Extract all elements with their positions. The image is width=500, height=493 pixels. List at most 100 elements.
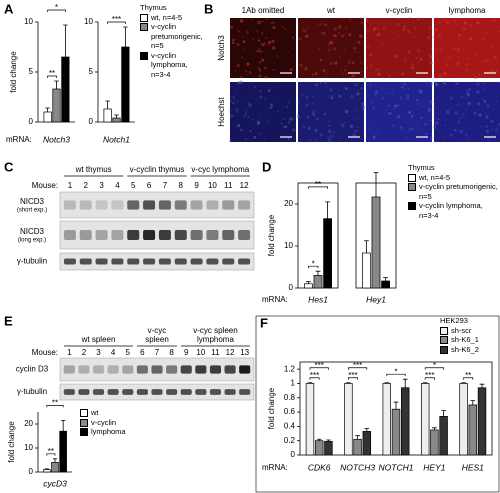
micrograph-speckle [329, 41, 332, 44]
micrograph-speckle [258, 132, 261, 135]
lane-number: 4 [111, 348, 116, 357]
lane-number: 1 [67, 348, 72, 357]
micrograph-speckle [424, 122, 428, 126]
micrograph-speckle [374, 93, 377, 96]
micrograph-speckle [406, 97, 410, 100]
micrograph-speckle [265, 115, 268, 117]
bar [371, 196, 381, 289]
micrograph-speckle [270, 87, 272, 89]
micrograph-speckle [449, 108, 451, 110]
micrograph-speckle [497, 123, 500, 126]
blot-band [122, 389, 134, 395]
micrograph-speckle [259, 90, 262, 93]
micrograph-speckle [248, 103, 252, 107]
micrograph-speckle [452, 47, 456, 51]
micrograph-speckle [462, 27, 466, 31]
micrograph-speckle [350, 94, 354, 99]
error-bar [470, 400, 476, 405]
micrograph-speckle [361, 70, 363, 73]
micrograph-speckle [453, 20, 457, 23]
micrograph-speckle [477, 102, 480, 105]
significance-label: * [394, 367, 397, 376]
micrograph-speckle [432, 125, 437, 130]
micrograph-speckle [288, 51, 290, 53]
micrograph-speckle [403, 25, 406, 29]
micrograph-speckle [292, 128, 296, 132]
micrograph-speckle [478, 103, 480, 106]
panel-label: C [4, 159, 14, 174]
error-bar [383, 277, 389, 281]
x-tick-label: cycD3 [43, 478, 67, 488]
blot-band [111, 229, 124, 241]
micrograph-speckle [403, 88, 406, 91]
micrograph-speckle [442, 71, 447, 76]
lane-number: 5 [126, 348, 131, 357]
micrograph-speckle [270, 103, 273, 106]
legend-label: sh-K6_2 [451, 344, 479, 354]
micrograph-speckle [387, 104, 390, 107]
legend-entry: wt, n=4-5 [408, 173, 498, 183]
micrograph-speckle [344, 121, 346, 124]
micrograph-speckle [327, 43, 331, 46]
blot-band [158, 229, 171, 241]
micrograph-speckle [355, 117, 357, 120]
micrograph-speckle [460, 104, 462, 107]
micrograph-speckle [462, 116, 464, 118]
micrograph-speckle [304, 35, 308, 38]
micrograph-speckle [484, 113, 486, 115]
micrograph-speckle [243, 114, 247, 118]
blot-strip [59, 252, 255, 271]
micrograph-speckle [482, 88, 485, 91]
lane-number: 11 [211, 348, 220, 357]
blot-band [79, 229, 92, 241]
micrograph-speckle [361, 27, 364, 30]
micrograph-speckle [338, 94, 342, 98]
micrograph-speckle [443, 136, 445, 138]
micrograph-speckle [272, 21, 275, 24]
lane-number: 13 [240, 348, 249, 357]
error-bar [325, 201, 331, 219]
micrograph-speckle [352, 133, 356, 137]
x-tick-label: Hey1 [366, 294, 386, 304]
micrograph-speckle [410, 65, 415, 70]
micrograph-speckle [376, 72, 380, 76]
legend-swatch [408, 173, 416, 182]
significance-label: ** [52, 399, 58, 408]
micrograph-speckle [433, 116, 436, 120]
micrograph-speckle [256, 120, 261, 124]
blot-band [127, 258, 140, 265]
significance-bracket [463, 377, 474, 380]
micrograph-speckle [312, 95, 315, 98]
micrograph-speckle [237, 124, 241, 127]
significance-bracket [309, 377, 320, 380]
micrograph-speckle [341, 72, 344, 75]
blot-band [127, 200, 140, 210]
error-bar [363, 240, 369, 253]
micrograph-speckle [345, 73, 348, 75]
micrograph-speckle [337, 32, 341, 35]
micrograph-speckle [399, 126, 403, 129]
micrograph-speckle [349, 18, 352, 21]
micrograph-speckle [473, 75, 477, 80]
legend-entry: wt [80, 408, 150, 418]
micrograph-speckle [307, 126, 311, 130]
micrograph-speckle [348, 33, 352, 37]
micrograph-speckle [240, 19, 242, 21]
micrograph-speckle [258, 69, 262, 72]
micrograph-speckle [318, 47, 321, 50]
micrograph-speckle [324, 113, 327, 116]
lane-number: 7 [155, 348, 160, 357]
y-tick-label: 1.2 [284, 364, 296, 373]
y-tick-label: 0 [29, 117, 34, 126]
lane-number: 8 [169, 348, 174, 357]
error-bar [61, 420, 66, 432]
legend-swatch [140, 13, 148, 22]
micrograph-speckle [296, 115, 300, 119]
blot-band [63, 389, 75, 395]
micrograph-speckle [389, 112, 393, 116]
blot-band [95, 229, 108, 241]
micrograph-speckle [430, 136, 433, 140]
micrograph-speckle [429, 61, 433, 65]
blot-band [238, 200, 251, 210]
